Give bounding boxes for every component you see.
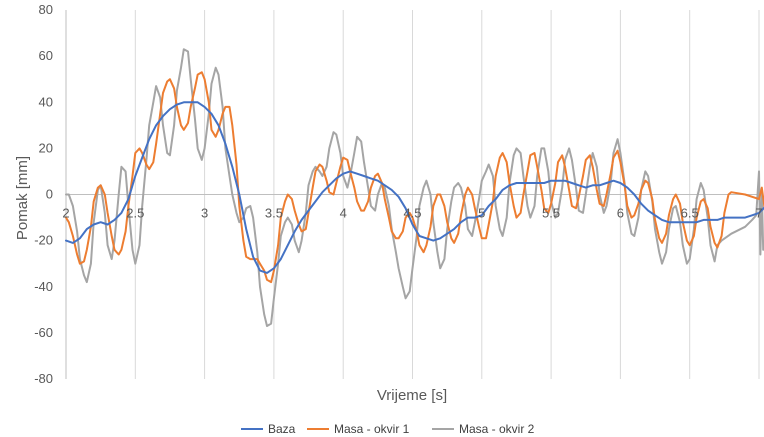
legend-item-1: Masa - okvir 1: [307, 422, 410, 436]
y-tick-label-2: -40: [34, 279, 53, 294]
y-axis-title: Pomak [mm]: [14, 156, 31, 240]
legend-item-2: Masa - okvir 2: [432, 422, 535, 436]
y-tick-label-1: -60: [34, 325, 53, 340]
x-tick-label-4: 4: [340, 206, 347, 221]
x-tick-label-7: 5.5: [542, 206, 560, 221]
y-tick-label-0: -80: [34, 371, 53, 386]
legend-label-0: Baza: [268, 422, 296, 436]
y-tick-label-7: 60: [39, 48, 53, 63]
x-tick-label-10: 7: [755, 206, 762, 221]
series-layer: [65, 48, 764, 327]
legend-label-1: Masa - okvir 1: [334, 422, 410, 436]
x-tick-label-1: 2.5: [126, 206, 144, 221]
x-axis-title: Vrijeme [s]: [377, 387, 447, 404]
y-tick-label-3: -20: [34, 233, 53, 248]
x-tick-label-0: 2: [62, 206, 69, 221]
series-line-0: [65, 101, 764, 274]
legend-item-0: Baza: [241, 422, 296, 436]
x-tick-label-3: 3.5: [265, 206, 283, 221]
series-line-2: [65, 48, 764, 327]
x-tick-label-6: 5: [478, 206, 485, 221]
y-tick-label-5: 20: [39, 140, 53, 155]
x-tick-label-5: 4.5: [403, 206, 421, 221]
x-tick-labels: 2 2.5 3 3.5 4 4.5 5 5.5 6 6.5 7: [62, 206, 762, 221]
x-tick-label-8: 6: [617, 206, 624, 221]
legend-label-2: Masa - okvir 2: [459, 422, 535, 436]
x-tick-label-9: 6.5: [681, 206, 699, 221]
legend: Baza Masa - okvir 1 Masa - okvir 2: [241, 422, 535, 436]
y-tick-label-4: 0: [46, 187, 53, 202]
y-tick-labels: -80 -60 -40 -20 0 20 40 60 80: [34, 2, 53, 386]
x-tick-label-2: 3: [201, 206, 208, 221]
y-tick-label-8: 80: [39, 2, 53, 17]
y-tick-label-6: 40: [39, 94, 53, 109]
